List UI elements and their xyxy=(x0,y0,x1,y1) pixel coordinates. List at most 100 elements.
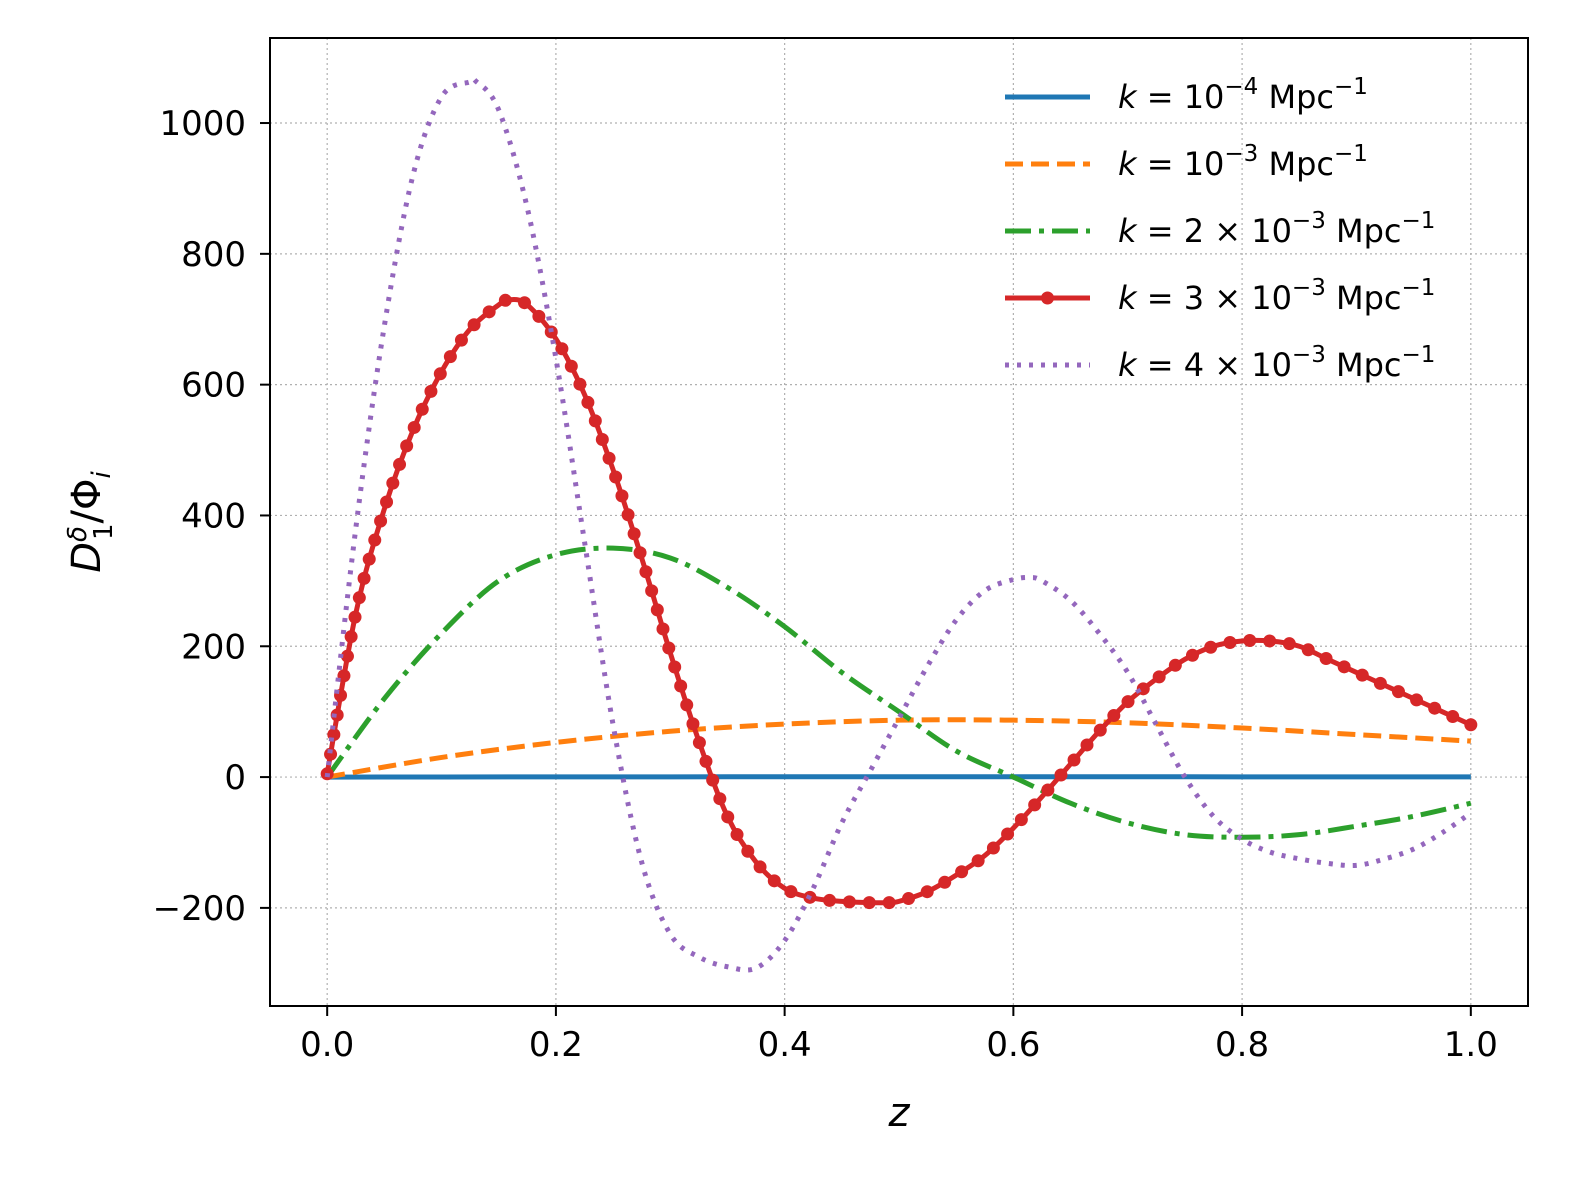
data-point xyxy=(467,318,481,332)
data-point xyxy=(357,571,371,585)
data-point xyxy=(920,885,934,899)
legend-exp: −4 xyxy=(1224,74,1258,100)
y-tick-label: −200 xyxy=(153,889,246,929)
x-tick-label: 0.4 xyxy=(758,1025,812,1065)
data-point xyxy=(595,433,609,447)
data-point xyxy=(721,810,735,824)
data-point xyxy=(352,591,366,605)
legend-item: k = 3 × 10−3 Mpc−1 xyxy=(1005,275,1435,317)
data-point xyxy=(1185,648,1199,662)
series-layer xyxy=(320,76,1478,973)
data-point xyxy=(1080,738,1094,752)
legend-k: k xyxy=(1118,78,1138,116)
legend-k: k xyxy=(1118,279,1138,317)
series-line xyxy=(325,545,1472,840)
data-point xyxy=(340,649,354,663)
data-point xyxy=(1373,676,1387,690)
data-point xyxy=(1355,668,1369,682)
data-point xyxy=(362,552,376,566)
data-point xyxy=(368,533,382,547)
data-point xyxy=(1391,685,1405,699)
data-point xyxy=(674,679,688,693)
x-tick-label: 0.2 xyxy=(529,1025,583,1065)
data-point xyxy=(753,860,767,874)
y-tick-label: 600 xyxy=(181,366,246,406)
data-point xyxy=(1121,695,1135,709)
data-point xyxy=(573,377,587,391)
data-point xyxy=(374,514,388,528)
data-point xyxy=(784,885,798,899)
data-point xyxy=(902,892,916,906)
data-point xyxy=(686,717,700,731)
data-point xyxy=(713,792,727,806)
data-point xyxy=(1446,709,1460,723)
y-axis-label-sup: δ xyxy=(63,526,93,542)
data-point xyxy=(344,630,358,644)
legend-item: k = 2 × 10−3 Mpc−1 xyxy=(1005,208,1435,250)
legend-label: k = 10−4 Mpc−1 xyxy=(1118,74,1368,116)
data-point xyxy=(1243,634,1257,648)
data-point xyxy=(656,622,670,636)
y-axis-label: Dδ1/Φi xyxy=(63,470,119,572)
data-point xyxy=(1014,813,1028,827)
data-point xyxy=(609,470,623,484)
legend-label: k = 3 × 10−3 Mpc−1 xyxy=(1118,275,1435,317)
legend-exp: −3 xyxy=(1224,141,1258,167)
legend-k: k xyxy=(1118,212,1138,250)
x-tick-label: 0.8 xyxy=(1215,1025,1269,1065)
legend-base: = 10 xyxy=(1137,78,1225,116)
data-point xyxy=(581,395,595,409)
y-tick-label: 400 xyxy=(181,496,246,536)
legend-k: k xyxy=(1118,346,1138,384)
data-point xyxy=(639,565,653,579)
legend: k = 10−4 Mpc−1k = 10−3 Mpc−1k = 2 × 10−3… xyxy=(1005,74,1435,384)
data-point xyxy=(1204,640,1218,654)
data-point xyxy=(498,293,512,307)
data-point xyxy=(1319,652,1333,666)
legend-unit-exp: −1 xyxy=(1334,74,1368,100)
data-point xyxy=(699,754,713,768)
data-point xyxy=(842,895,856,909)
legend-exp: −3 xyxy=(1292,342,1326,368)
y-axis-label-sub: 1 xyxy=(89,523,119,540)
series-line xyxy=(326,717,1471,780)
series-2 xyxy=(326,717,1471,780)
data-point xyxy=(1067,753,1081,767)
data-point xyxy=(633,546,647,560)
data-point xyxy=(1282,637,1296,651)
data-point xyxy=(1337,660,1351,674)
legend-unit: Mpc xyxy=(1258,78,1334,116)
y-axis-label-main: D xyxy=(64,542,110,573)
y-tick-label: 0 xyxy=(224,758,246,798)
data-point xyxy=(393,457,407,471)
data-point xyxy=(938,875,952,889)
data-point xyxy=(1168,658,1182,672)
legend-label: k = 4 × 10−3 Mpc−1 xyxy=(1118,342,1435,384)
plot-frame xyxy=(269,37,1529,1007)
data-point xyxy=(433,367,447,381)
data-point xyxy=(621,508,635,522)
data-point xyxy=(767,874,781,888)
y-axis-label-rest-sub: i xyxy=(87,470,117,478)
data-point xyxy=(1001,827,1015,841)
legend-label: k = 2 × 10−3 Mpc−1 xyxy=(1118,208,1435,250)
data-point xyxy=(882,896,896,910)
data-point xyxy=(615,489,629,503)
data-point xyxy=(971,854,985,868)
legend-unit-exp: −1 xyxy=(1402,275,1436,301)
legend-label: k = 10−3 Mpc−1 xyxy=(1118,141,1368,183)
data-point xyxy=(862,896,876,910)
data-point xyxy=(986,841,1000,855)
data-point xyxy=(645,584,659,598)
data-point xyxy=(1464,718,1478,732)
legend-item: k = 4 × 10−3 Mpc−1 xyxy=(1005,342,1435,384)
data-point xyxy=(518,296,532,310)
grid xyxy=(270,38,1528,1006)
data-point xyxy=(454,333,468,347)
legend-unit-exp: −1 xyxy=(1334,141,1368,167)
data-point xyxy=(1263,634,1277,648)
legend-unit: Mpc xyxy=(1326,212,1402,250)
legend-exp: −3 xyxy=(1292,275,1326,301)
